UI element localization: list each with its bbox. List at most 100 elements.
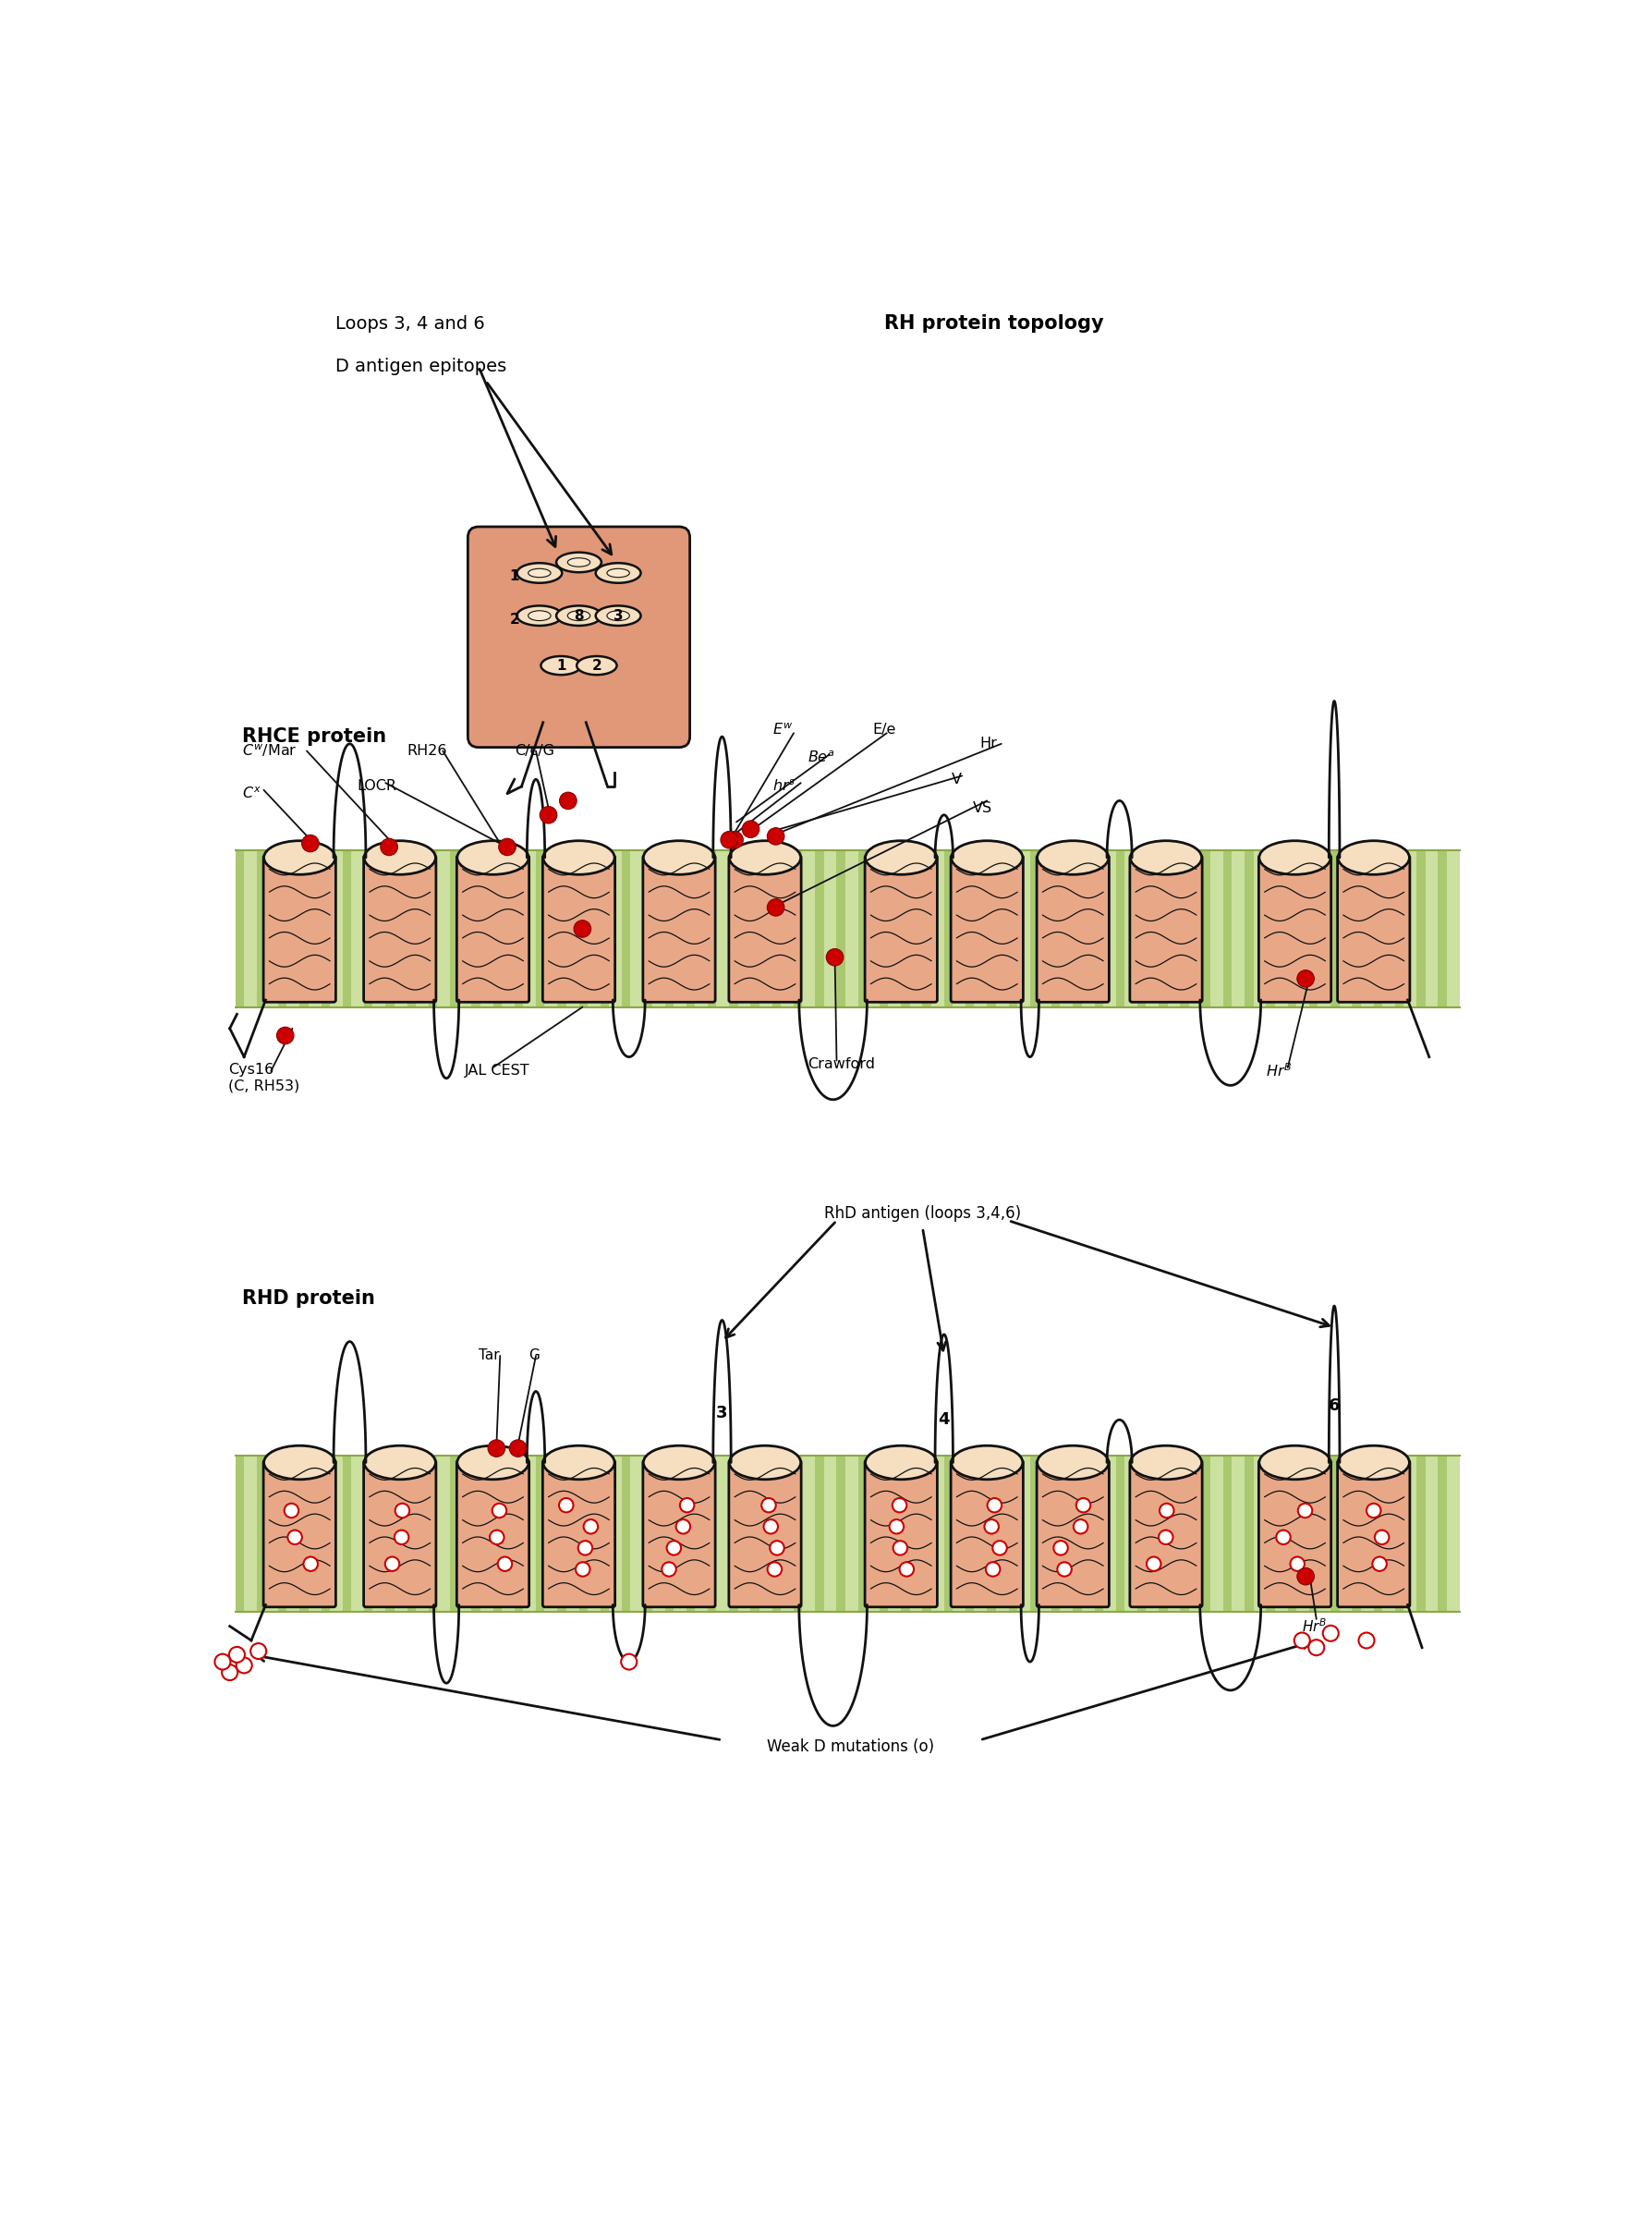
Circle shape bbox=[276, 1027, 294, 1045]
Ellipse shape bbox=[952, 1445, 1023, 1480]
Circle shape bbox=[1160, 1504, 1175, 1518]
Circle shape bbox=[681, 1498, 694, 1513]
Circle shape bbox=[1294, 1633, 1310, 1649]
Ellipse shape bbox=[517, 564, 562, 584]
Ellipse shape bbox=[264, 1445, 335, 1480]
Ellipse shape bbox=[544, 1445, 615, 1480]
Circle shape bbox=[1358, 1633, 1374, 1649]
FancyBboxPatch shape bbox=[1338, 857, 1409, 1003]
Circle shape bbox=[826, 950, 844, 965]
Ellipse shape bbox=[1130, 1445, 1201, 1480]
Text: Weak D mutations (o): Weak D mutations (o) bbox=[767, 1740, 935, 1755]
Circle shape bbox=[667, 1540, 681, 1556]
Bar bbox=[879, 1456, 889, 1611]
Bar bbox=[664, 850, 674, 1007]
Ellipse shape bbox=[540, 657, 582, 675]
Circle shape bbox=[1308, 1640, 1325, 1655]
Bar bbox=[1417, 850, 1426, 1007]
Text: 1: 1 bbox=[509, 570, 519, 584]
Bar bbox=[557, 1456, 567, 1611]
Text: V: V bbox=[952, 772, 961, 786]
Circle shape bbox=[302, 834, 319, 852]
Text: $C^x$: $C^x$ bbox=[243, 786, 261, 801]
FancyBboxPatch shape bbox=[1259, 1460, 1332, 1607]
Text: E/e: E/e bbox=[872, 723, 895, 737]
Ellipse shape bbox=[1338, 841, 1409, 874]
Text: 2: 2 bbox=[509, 612, 519, 626]
Ellipse shape bbox=[606, 610, 629, 621]
Bar bbox=[235, 850, 1460, 1007]
Circle shape bbox=[573, 921, 591, 936]
Ellipse shape bbox=[363, 1445, 436, 1480]
Circle shape bbox=[215, 1653, 231, 1669]
Bar bbox=[406, 1456, 416, 1611]
Bar bbox=[1180, 850, 1189, 1007]
Circle shape bbox=[1057, 1562, 1072, 1575]
Bar bbox=[900, 850, 910, 1007]
Bar bbox=[836, 1456, 846, 1611]
FancyBboxPatch shape bbox=[1130, 857, 1203, 1003]
FancyBboxPatch shape bbox=[866, 1460, 937, 1607]
Bar bbox=[557, 850, 567, 1007]
Ellipse shape bbox=[264, 841, 335, 874]
Text: Loops 3, 4 and 6: Loops 3, 4 and 6 bbox=[335, 315, 484, 333]
Bar bbox=[342, 850, 352, 1007]
Bar bbox=[1158, 850, 1168, 1007]
Bar bbox=[1115, 1456, 1125, 1611]
Ellipse shape bbox=[606, 568, 629, 577]
Ellipse shape bbox=[952, 841, 1023, 874]
Bar bbox=[621, 850, 631, 1007]
Circle shape bbox=[662, 1562, 676, 1575]
Bar bbox=[535, 1456, 545, 1611]
Circle shape bbox=[770, 1540, 785, 1556]
Circle shape bbox=[1075, 1498, 1090, 1513]
Circle shape bbox=[578, 1540, 593, 1556]
Circle shape bbox=[767, 899, 785, 916]
Text: D antigen epitopes: D antigen epitopes bbox=[335, 357, 507, 375]
Bar bbox=[1094, 850, 1104, 1007]
Ellipse shape bbox=[1130, 841, 1201, 874]
Bar bbox=[1222, 1456, 1232, 1611]
Circle shape bbox=[676, 1520, 691, 1533]
Bar bbox=[514, 1456, 524, 1611]
Text: $E^w$: $E^w$ bbox=[771, 721, 793, 737]
Bar bbox=[1008, 850, 1018, 1007]
Bar bbox=[428, 850, 438, 1007]
Text: 3: 3 bbox=[613, 608, 623, 624]
Circle shape bbox=[768, 1562, 781, 1575]
Ellipse shape bbox=[568, 610, 590, 621]
Bar bbox=[1439, 1456, 1447, 1611]
FancyBboxPatch shape bbox=[544, 857, 615, 1003]
Text: Cys16
(C, RH53): Cys16 (C, RH53) bbox=[228, 1063, 299, 1094]
Bar bbox=[1353, 850, 1361, 1007]
Circle shape bbox=[497, 1558, 512, 1571]
Circle shape bbox=[763, 1520, 778, 1533]
Bar bbox=[600, 1456, 610, 1611]
Circle shape bbox=[492, 1504, 507, 1518]
Circle shape bbox=[1373, 1558, 1386, 1571]
Text: 8: 8 bbox=[573, 608, 583, 624]
Ellipse shape bbox=[643, 841, 715, 874]
Bar bbox=[1137, 1456, 1146, 1611]
Bar bbox=[943, 1456, 953, 1611]
Bar bbox=[922, 1456, 932, 1611]
Bar bbox=[1051, 850, 1061, 1007]
Ellipse shape bbox=[557, 553, 601, 573]
Bar bbox=[793, 1456, 803, 1611]
Bar bbox=[986, 1456, 996, 1611]
Bar bbox=[1332, 1456, 1340, 1611]
Circle shape bbox=[499, 839, 515, 857]
Circle shape bbox=[230, 1646, 244, 1662]
Bar bbox=[492, 1456, 502, 1611]
FancyBboxPatch shape bbox=[1259, 857, 1332, 1003]
Text: Crawford: Crawford bbox=[808, 1056, 876, 1072]
Bar bbox=[729, 1456, 738, 1611]
Circle shape bbox=[1290, 1558, 1305, 1571]
FancyBboxPatch shape bbox=[643, 857, 715, 1003]
Ellipse shape bbox=[596, 564, 641, 584]
Bar bbox=[1180, 1456, 1189, 1611]
Text: 1: 1 bbox=[557, 659, 565, 672]
Bar bbox=[1244, 850, 1254, 1007]
FancyBboxPatch shape bbox=[729, 1460, 801, 1607]
Bar bbox=[857, 1456, 867, 1611]
